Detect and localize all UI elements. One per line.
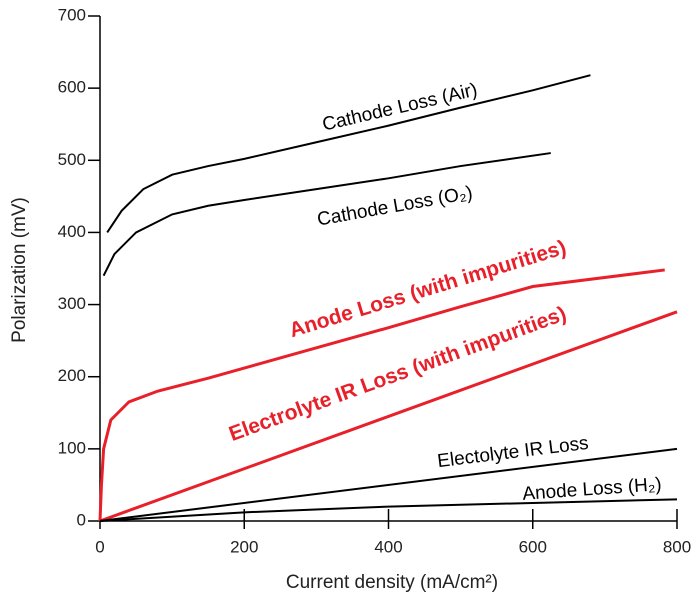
line — [99, 310, 678, 523]
x-axis-label: Current density (mA/cm²) — [286, 572, 498, 593]
y-tick-label: 200 — [58, 366, 86, 385]
y-tick-label: 600 — [58, 78, 86, 97]
y-axis-label: Polarization (mV) — [9, 197, 30, 343]
x-tick-label: 200 — [230, 537, 258, 556]
axes — [99, 16, 677, 522]
y-tick-label: 100 — [58, 438, 86, 457]
series-label: Cathode Loss (O₂) — [316, 183, 475, 231]
line — [106, 74, 591, 233]
x-tick-label: 400 — [374, 537, 402, 556]
line — [99, 498, 678, 522]
y-tick-label: 500 — [58, 150, 86, 169]
line — [98, 268, 665, 522]
y-tick-label: 0 — [77, 510, 86, 529]
y-tick-label: 700 — [58, 5, 86, 24]
series-label: Electolyte IR Loss — [436, 433, 590, 472]
y-tick-label: 400 — [58, 222, 86, 241]
x-tick-label: 0 — [95, 537, 104, 556]
line — [102, 152, 551, 277]
series-label: Cathode Loss (Air) — [320, 79, 479, 135]
line — [99, 447, 678, 522]
y-tick-label: 300 — [58, 294, 86, 313]
x-tick-label: 600 — [519, 537, 547, 556]
x-tick-label: 800 — [663, 537, 691, 556]
